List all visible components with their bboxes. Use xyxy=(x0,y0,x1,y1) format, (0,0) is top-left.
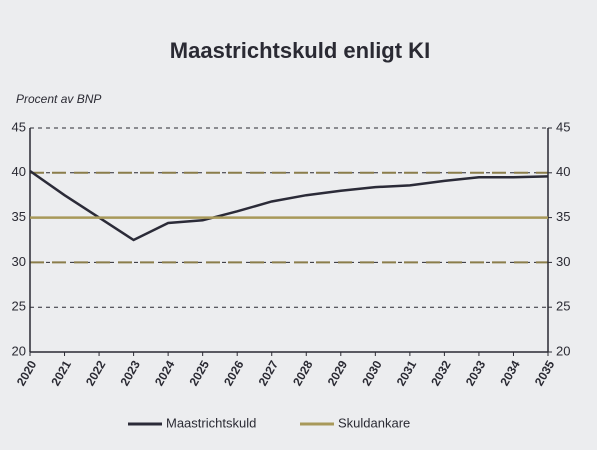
y2-tick-label: 25 xyxy=(556,299,570,314)
series-line xyxy=(29,169,549,242)
y-axis-label: Procent av BNP xyxy=(16,92,101,106)
y2-tick-label: 20 xyxy=(556,343,570,358)
y-tick-label: 40 xyxy=(12,164,26,179)
y2-tick-label: 35 xyxy=(556,209,570,224)
y-tick-label: 30 xyxy=(12,254,26,269)
y2-tick-label: 45 xyxy=(556,119,570,134)
y2-tick-label: 30 xyxy=(556,254,570,269)
legend-label: Maastrichtskuld xyxy=(166,415,256,430)
y-tick-label: 20 xyxy=(12,343,26,358)
y-tick-label: 25 xyxy=(12,299,26,314)
chart-title: Maastrichtskuld enligt KI xyxy=(170,38,430,63)
y-tick-label: 45 xyxy=(12,119,26,134)
y2-tick-label: 40 xyxy=(556,164,570,179)
legend-label: Skuldankare xyxy=(338,415,410,430)
y-tick-label: 35 xyxy=(12,209,26,224)
